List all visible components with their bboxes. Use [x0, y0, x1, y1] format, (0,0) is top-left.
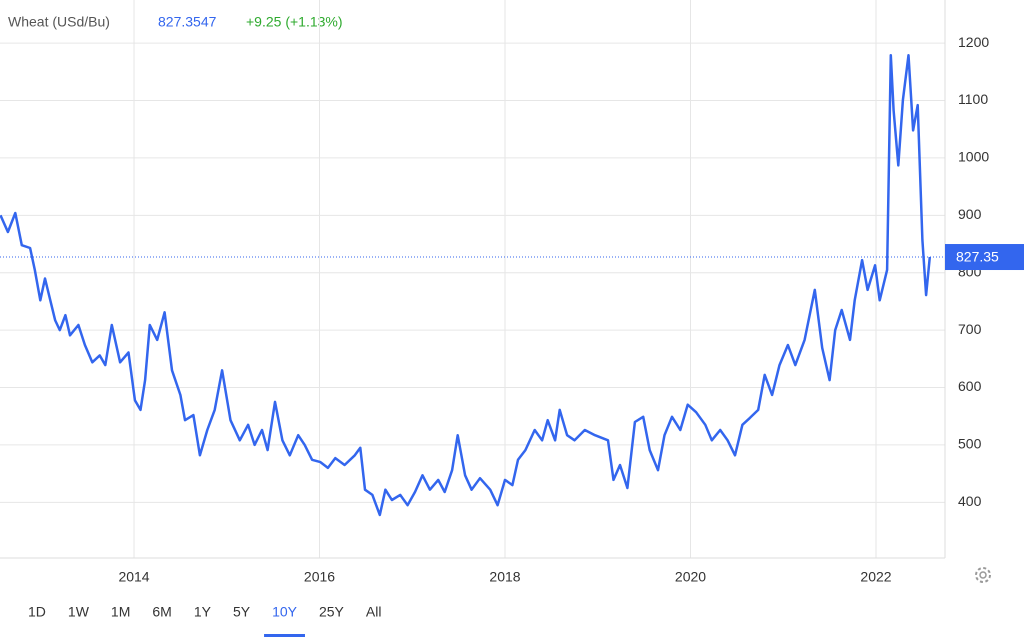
range-button[interactable]: 1Y: [194, 604, 212, 620]
y-tick-label: 1100: [958, 91, 988, 107]
range-label: 25Y: [319, 604, 345, 620]
gear-center: [979, 571, 987, 579]
gear-ring: [975, 567, 991, 583]
range-label: All: [366, 604, 382, 620]
range-button[interactable]: 1M: [111, 604, 130, 620]
x-tick-label: 2018: [489, 569, 520, 585]
price-line-series: [0, 53, 932, 517]
x-tick-label: 2022: [860, 569, 891, 585]
x-tick-label: 2016: [304, 569, 335, 585]
range-underline: [264, 634, 305, 637]
range-button[interactable]: 1D: [28, 604, 46, 620]
price-badge-label: 827.35: [956, 249, 999, 265]
y-tick-label: 1200: [958, 34, 989, 50]
range-button[interactable]: All: [366, 604, 382, 620]
range-button[interactable]: 25Y: [319, 604, 345, 620]
settings-icon[interactable]: [975, 567, 991, 583]
range-label: 1W: [68, 604, 90, 620]
y-tick-label: 400: [958, 493, 982, 509]
range-button[interactable]: 6M: [152, 604, 171, 620]
y-tick-label: 700: [958, 321, 982, 337]
range-label: 5Y: [233, 604, 251, 620]
price-badge: [945, 244, 1024, 271]
price: 827.3547: [158, 14, 217, 30]
y-tick-label: 500: [958, 436, 982, 452]
change: +9.25 (+1.13%): [246, 14, 343, 30]
x-tick-label: 2020: [675, 569, 706, 585]
range-label: 1M: [111, 604, 130, 620]
range-button[interactable]: 1W: [68, 604, 90, 620]
x-tick-label: 2014: [118, 569, 149, 585]
range-button[interactable]: 10Y: [264, 604, 305, 637]
y-tick-label: 900: [958, 206, 982, 222]
range-label: 10Y: [272, 604, 298, 620]
y-tick-label: 600: [958, 378, 982, 394]
range-label: 1D: [28, 604, 46, 620]
range-label: 1Y: [194, 604, 212, 620]
range-button[interactable]: 5Y: [233, 604, 251, 620]
range-label: 6M: [152, 604, 171, 620]
chart-title: Wheat (USd/Bu): [8, 14, 110, 30]
y-tick-label: 1000: [958, 149, 989, 165]
